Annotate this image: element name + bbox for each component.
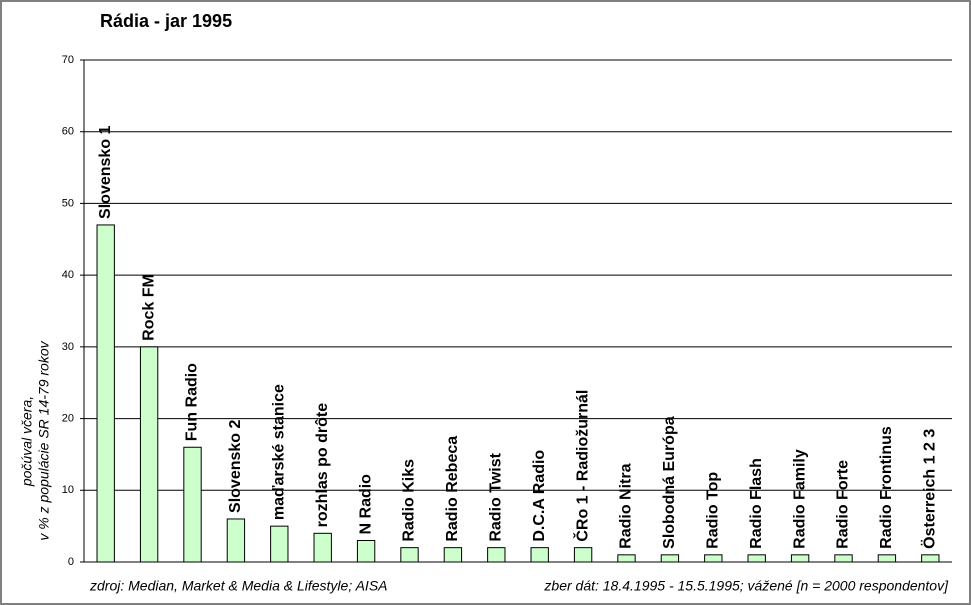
bar (226, 518, 246, 563)
bar (704, 554, 723, 563)
bar (877, 554, 897, 563)
bar (530, 547, 549, 563)
bar (400, 547, 419, 563)
category-label: Rock FM (140, 274, 157, 341)
bar (790, 554, 810, 563)
bar (443, 547, 463, 563)
category-label: Slobodná Európa (661, 416, 678, 549)
bar (183, 446, 202, 563)
category-label: D.C.A Radio (531, 450, 548, 542)
y-axis-label: počúval včera, (19, 396, 35, 487)
category-label: Radio Nitra (618, 463, 635, 548)
category-label: Slovensko 1 (97, 125, 114, 218)
category-label: Radio Frontinus (878, 426, 895, 549)
y-tick-label: 30 (62, 341, 74, 353)
y-tick-label: 40 (62, 269, 74, 281)
y-tick-label: 60 (62, 126, 74, 138)
bar (921, 554, 940, 563)
note: zber dát: 18.4.1995 - 15.5.1995; vážené … (543, 578, 949, 594)
y-tick-label: 20 (62, 412, 74, 424)
bar (270, 525, 289, 563)
category-label: Radio Flash (748, 458, 765, 549)
bar (660, 554, 680, 563)
chart-title: Rádia - jar 1995 (100, 11, 232, 31)
category-label: maďarské stanice (271, 384, 288, 520)
category-label: Österreich 1 2 3 (920, 429, 939, 549)
y-tick-label: 70 (62, 54, 74, 66)
bar (356, 539, 376, 563)
bar (747, 554, 766, 563)
bar (834, 554, 853, 563)
category-label: Radio Kiks (401, 459, 418, 542)
bar (487, 547, 506, 563)
y-tick-label: 50 (62, 197, 74, 209)
category-label: Radio Top (705, 472, 722, 549)
bar (313, 532, 332, 563)
bar (96, 224, 115, 563)
category-label: Radio Rebeca (444, 436, 461, 542)
category-label: Radio Family (791, 449, 808, 549)
category-label: N Radio (357, 474, 374, 535)
category-label: Slovensko 2 (227, 419, 244, 512)
y-tick-label: 10 (62, 484, 74, 496)
category-label: Radio Twist (488, 452, 505, 541)
y-tick-label: 0 (68, 556, 74, 568)
category-label: ČRo 1 - Radiožurnál (572, 390, 591, 542)
category-label: Fun Radio (184, 363, 201, 441)
bar (617, 554, 636, 563)
category-label: rozhlas po drôte (314, 403, 331, 528)
category-label: Radio Forte (835, 460, 852, 549)
bar (573, 547, 593, 563)
source: zdroj: Median, Market & Media & Lifestyl… (89, 578, 388, 594)
y-axis-label: v % z populácie SR 14-79 rokov (36, 340, 52, 540)
bar (139, 346, 159, 563)
